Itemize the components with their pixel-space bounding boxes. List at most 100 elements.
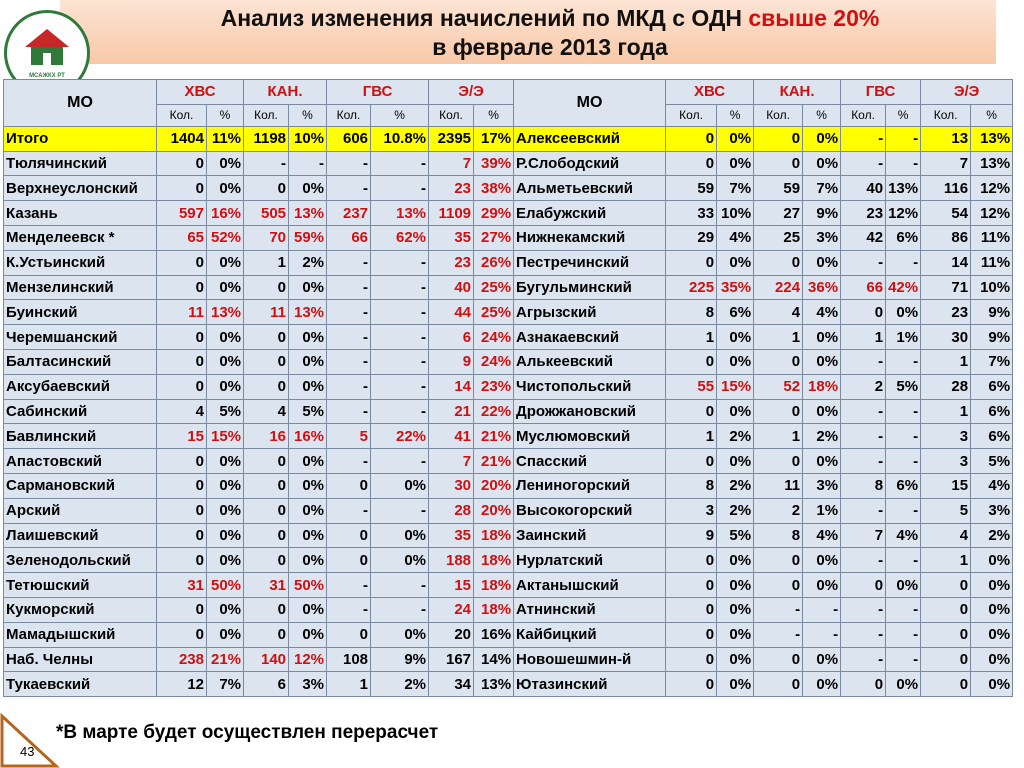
cell: Казань	[3, 200, 157, 226]
cell: 0	[156, 150, 207, 177]
cell: 1	[665, 423, 718, 450]
cell: 7	[840, 522, 887, 549]
cell: 1	[243, 249, 290, 276]
cell: 0%	[288, 522, 328, 549]
cell: 0%	[970, 621, 1014, 648]
cell: 62%	[370, 224, 430, 251]
cell: ГВС	[326, 79, 430, 105]
cell: 9	[428, 348, 475, 375]
cell: 13%	[288, 299, 328, 326]
cell: 5%	[970, 448, 1014, 474]
cell: Дрожжановский	[513, 398, 667, 425]
cell: %	[473, 103, 515, 127]
cell: -	[326, 398, 372, 425]
cell: 0%	[205, 472, 245, 499]
cell: 4	[920, 522, 972, 549]
cell: -	[326, 175, 372, 202]
table-row: Кукморский 0 0% 0 0% - -24 18% Атнинский 0 0% - - - -0…	[3, 596, 1014, 623]
cell: 0%	[885, 572, 922, 598]
cell: 225	[665, 274, 718, 301]
cell: 0%	[205, 150, 245, 177]
cell: 5	[920, 497, 972, 524]
cell: 1	[753, 423, 804, 450]
cell: -	[370, 175, 430, 202]
cell: 0%	[205, 249, 245, 276]
cell: 0%	[205, 621, 245, 648]
cell: 22%	[370, 423, 430, 450]
cell: 10%	[288, 125, 328, 152]
cell: 66	[326, 224, 372, 251]
cell: Заинский	[513, 522, 667, 549]
cell: 10%	[716, 200, 755, 226]
cell: 3	[920, 423, 972, 450]
cell: 224	[753, 274, 804, 301]
cell: 0%	[970, 671, 1014, 698]
cell: -	[885, 398, 922, 425]
cell: -	[288, 150, 328, 177]
cell: 2%	[716, 423, 755, 450]
cell: 27%	[473, 224, 515, 251]
cell: Атнинский	[513, 596, 667, 623]
cell: -	[326, 373, 372, 400]
cell: 0%	[802, 324, 842, 350]
cell: 13%	[885, 175, 922, 202]
cell: -	[370, 497, 430, 524]
cell: 0%	[205, 324, 245, 350]
cell: 0%	[716, 596, 755, 623]
logo-text: МСАЖКХ РТ	[29, 73, 65, 79]
cell: 0%	[288, 621, 328, 648]
cell: 24%	[473, 324, 515, 350]
cell: -	[802, 621, 842, 648]
cell: -	[885, 547, 922, 574]
cell: 0%	[370, 472, 430, 499]
cell: 0	[156, 522, 207, 549]
cell: 2	[840, 373, 887, 400]
cell: 0	[156, 472, 207, 499]
cell: 1%	[885, 324, 922, 350]
cell: 3%	[970, 497, 1014, 524]
cell: Агрызский	[513, 299, 667, 326]
cell: 4	[243, 398, 290, 425]
cell: Тетюшский	[3, 572, 157, 598]
cell: 1404	[156, 125, 207, 152]
cell: 0%	[205, 596, 245, 623]
cell: 0%	[288, 497, 328, 524]
cell: 167	[428, 646, 475, 673]
cell: Наб. Челны	[3, 646, 157, 673]
cell: 0%	[970, 596, 1014, 623]
cell: -	[840, 125, 887, 152]
cell: %	[885, 103, 922, 127]
cell: 34	[428, 671, 475, 698]
cell: 24%	[473, 348, 515, 375]
cell: 10%	[970, 274, 1014, 301]
cell: 0%	[288, 373, 328, 400]
cell: 23	[428, 249, 475, 276]
cell: 140	[243, 646, 290, 673]
cell: 54	[920, 200, 972, 226]
cell: 0	[665, 671, 718, 698]
cell: 8	[753, 522, 804, 549]
cell: Алексеевский	[513, 125, 667, 152]
table-row: Тукаевский 12 7% 6 3% 1 2% 34 13% Ютазинский 0 0% 0 0…	[3, 671, 1014, 698]
cell: 9	[665, 522, 718, 549]
cell: 5%	[716, 522, 755, 549]
cell: Высокогорский	[513, 497, 667, 524]
cell: -	[840, 249, 887, 276]
cell: 0	[156, 547, 207, 574]
cell: 0	[665, 596, 718, 623]
cell: 0%	[970, 572, 1014, 598]
cell: 188	[428, 547, 475, 574]
title: Анализ изменения начислений по МКД с ОДН…	[100, 4, 1000, 62]
cell: 10.8%	[370, 125, 430, 152]
cell: -	[370, 249, 430, 276]
cell: Буинский	[3, 299, 157, 326]
cell: 0%	[802, 125, 842, 152]
cell: -	[885, 596, 922, 623]
cell: 0	[665, 547, 718, 574]
cell: 0%	[288, 175, 328, 202]
cell: -	[326, 596, 372, 623]
cell: 20%	[473, 497, 515, 524]
cell: Ютазинский	[513, 671, 667, 698]
cell: Кол.	[156, 103, 207, 127]
cell: 606	[326, 125, 372, 152]
